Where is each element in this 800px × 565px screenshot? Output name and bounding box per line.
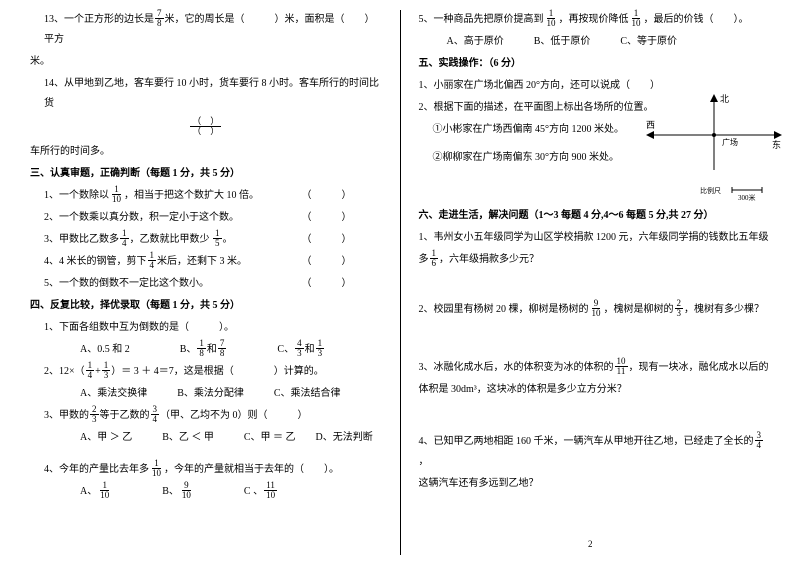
section6-title: 六、走进生活，解决问题（1～3 每题 4 分,4～6 每题 5 分,共 27 分… — [419, 206, 771, 226]
compass-east: 东 — [772, 139, 781, 150]
s6-2: 2、校园里有杨树 20 棵，柳树是杨树的910，槐树是柳树的23，槐树有多少棵？ — [419, 300, 771, 320]
q13-text: 13、一个正方形的边长是 — [44, 14, 154, 25]
q14a: 14、从甲地到乙地，客车要行 10 小时，货车要行 8 小时。客车所行的时间比货 — [30, 74, 382, 114]
s4-3: 3、甲数的23等于乙数的34（甲、乙均不为 0）则（ ） — [30, 406, 382, 426]
r-q5-opts: A、高于原价 B、低于原价 C、等于原价 — [419, 32, 771, 52]
s4-1: 1、下面各组数中互为倒数的是（ ）。 — [30, 318, 382, 338]
q14b-line: 车所行的时间多。 — [30, 142, 382, 162]
s4-4: 4、今年的产量比去年多110，今年的产量就相当于去年的（ ）。 — [30, 460, 382, 480]
page-number: 2 — [588, 535, 593, 553]
section5-title: 五、实践操作：（6 分） — [419, 54, 771, 74]
s6-4c: 这辆汽车还有多远到乙地？ — [419, 474, 771, 494]
frac-blank: （ ）（ ） — [190, 117, 221, 136]
frac-7-8: 78 — [155, 9, 164, 28]
q13c: 米。 — [30, 52, 382, 72]
s6-3c: 体积是 30dm³，这块冰的体积是多少立方分米？ — [419, 380, 771, 400]
s3-4: 4、4 米长的钢管，剪下14米后，还剩下 3 米。（ ） — [30, 252, 382, 272]
left-column: 13、一个正方形的边长是78米，它的周长是（ ）米，面积是（ ）平方 米。 14… — [20, 10, 401, 555]
s4-4-opts: A、110B、910C 、1110 — [30, 482, 382, 502]
compass-diagram: 北 西 东 广场 比例尺 300米 — [644, 92, 784, 202]
svg-text:300米: 300米 — [738, 193, 756, 202]
s6-3: 3、冰融化成水后，水的体积变为冰的体积的1011，现有一块冰，融化成水以后的 — [419, 358, 771, 378]
q13: 13、一个正方形的边长是78米，它的周长是（ ）米，面积是（ ）平方 — [30, 10, 382, 50]
section3-title: 三、认真审题，正确判断（每题 1 分，共 5 分） — [30, 164, 382, 184]
s4-2-opts: A、乘法交换律 B、乘法分配律 C、乘法结合律 — [30, 384, 382, 404]
compass-north: 北 — [720, 94, 729, 104]
r-q5: 5、一种商品先把原价提高到110，再按现价降低110，最后的价钱（ ）。 — [419, 10, 771, 30]
s4-1-opts: A、0.5 和 2B、18和78C、43和13 — [30, 340, 382, 360]
right-column: 5、一种商品先把原价提高到110，再按现价降低110，最后的价钱（ ）。 A、高… — [401, 10, 781, 555]
s3-3: 3、甲数比乙数多14，乙数就比甲数少 15。（ ） — [30, 230, 382, 250]
s3-5: 5、一个数的倒数不一定比这个数小。（ ） — [30, 274, 382, 294]
s4-3-opts: A、甲 ＞ 乙 B、乙 ＜ 甲 C、甲 ＝ 乙 D、无法判断 — [30, 428, 382, 448]
s6-4: 4、已知甲乙两地相距 160 千米，一辆汽车从甲地开往乙地，已经走了全长的34， — [419, 432, 771, 472]
s4-2: 2、12×（14+13）＝ 3 ＋ 4＝7，这是根据（ ）计算的。 — [30, 362, 382, 382]
svg-text:比例尺: 比例尺 — [700, 186, 721, 195]
compass-west: 西 — [646, 120, 655, 130]
s6-1b: 多16，六年级捐款多少元？ — [419, 250, 771, 270]
s3-2: 2、一个数乘以真分数，积一定小于这个数。（ ） — [30, 208, 382, 228]
s6-1a: 1、韦州女小五年级同学为山区学校捐款 1200 元，六年级同学捐的钱数比五年级 — [419, 228, 771, 248]
s3-1: 1、一个数除以110，相当于把这个数扩大 10 倍。（ ） — [30, 186, 382, 206]
q14-frac: （ ）（ ） — [30, 118, 382, 138]
compass-center: 广场 — [722, 137, 738, 147]
section4-title: 四、反复比较，择优录取（每题 1 分，共 5 分） — [30, 296, 382, 316]
